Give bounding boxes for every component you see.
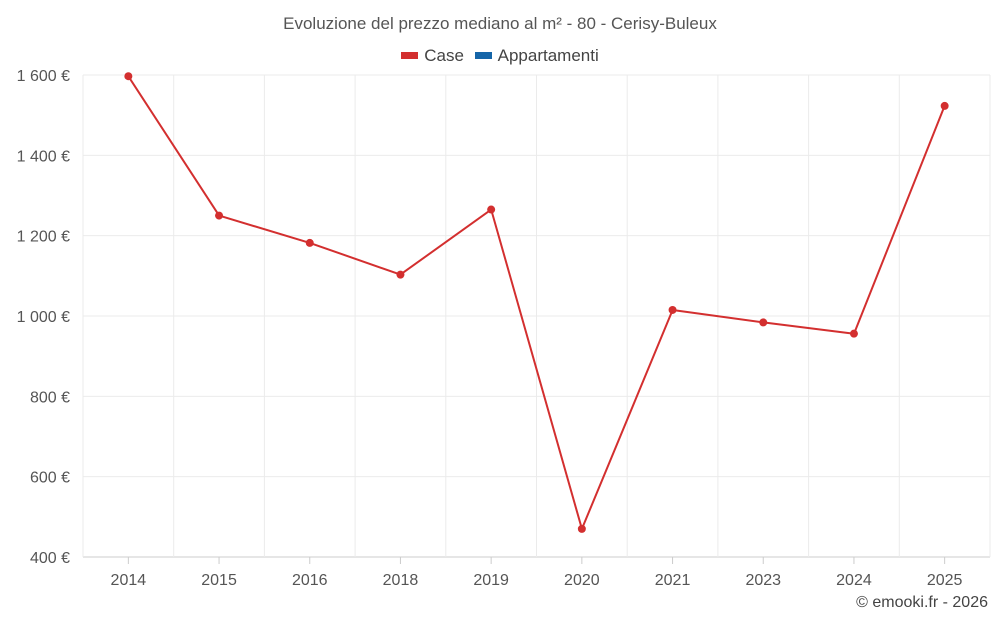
x-tick-label: 2019 [473, 572, 509, 589]
x-tick-label: 2015 [201, 572, 237, 589]
data-point[interactable] [124, 72, 133, 81]
x-tick-label: 2014 [111, 572, 147, 589]
y-axis: 400 € 600 € 800 € 1 000 € 1 200 € 1 400 € 1 60… [17, 68, 70, 567]
y-tick-label: 400 € [30, 550, 70, 567]
x-tick-label: 2016 [292, 572, 328, 589]
y-tick-label: 1 000 € [17, 309, 70, 326]
y-tick-label: 600 € [30, 470, 70, 487]
data-point[interactable] [940, 101, 949, 110]
legend-swatch-appartamenti [474, 52, 492, 59]
x-tick-label: 2021 [655, 572, 691, 589]
data-point[interactable] [396, 270, 405, 279]
data-point[interactable] [849, 329, 858, 338]
x-tick-label: 2020 [564, 572, 600, 589]
data-point[interactable] [759, 318, 768, 327]
legend-swatch-case [401, 52, 419, 59]
legend-label-case: Case [424, 45, 464, 65]
x-axis: 2014 2015 2016 2018 2019 2020 2021 2023 2024 2025 [111, 557, 963, 589]
x-tick-label: 2018 [383, 572, 419, 589]
legend-label-appartamenti: Appartamenti [497, 45, 599, 65]
chart-title: Evoluzione del prezzo mediano al m² - 80… [283, 14, 717, 33]
x-tick-label: 2025 [927, 572, 963, 589]
x-tick-label: 2024 [836, 572, 872, 589]
y-tick-label: 800 € [30, 389, 70, 406]
series-layer [124, 72, 949, 533]
data-point[interactable] [215, 211, 224, 220]
y-tick-label: 1 200 € [17, 229, 70, 246]
data-point[interactable] [487, 205, 496, 214]
y-tick-label: 1 600 € [17, 68, 70, 85]
copyright-credit: © emooki.fr - 2026 [856, 594, 988, 611]
grid-lines [82, 74, 991, 558]
series-line-case [127, 75, 946, 530]
y-tick-label: 1 400 € [17, 148, 70, 165]
data-point[interactable] [668, 305, 677, 314]
legend-item-appartamenti[interactable]: Appartamenti [474, 45, 599, 66]
data-point[interactable] [577, 524, 586, 533]
legend: Case Appartamenti [0, 44, 1000, 66]
x-tick-label: 2023 [745, 572, 781, 589]
data-point[interactable] [305, 238, 314, 247]
legend-item-case[interactable]: Case [401, 46, 464, 66]
